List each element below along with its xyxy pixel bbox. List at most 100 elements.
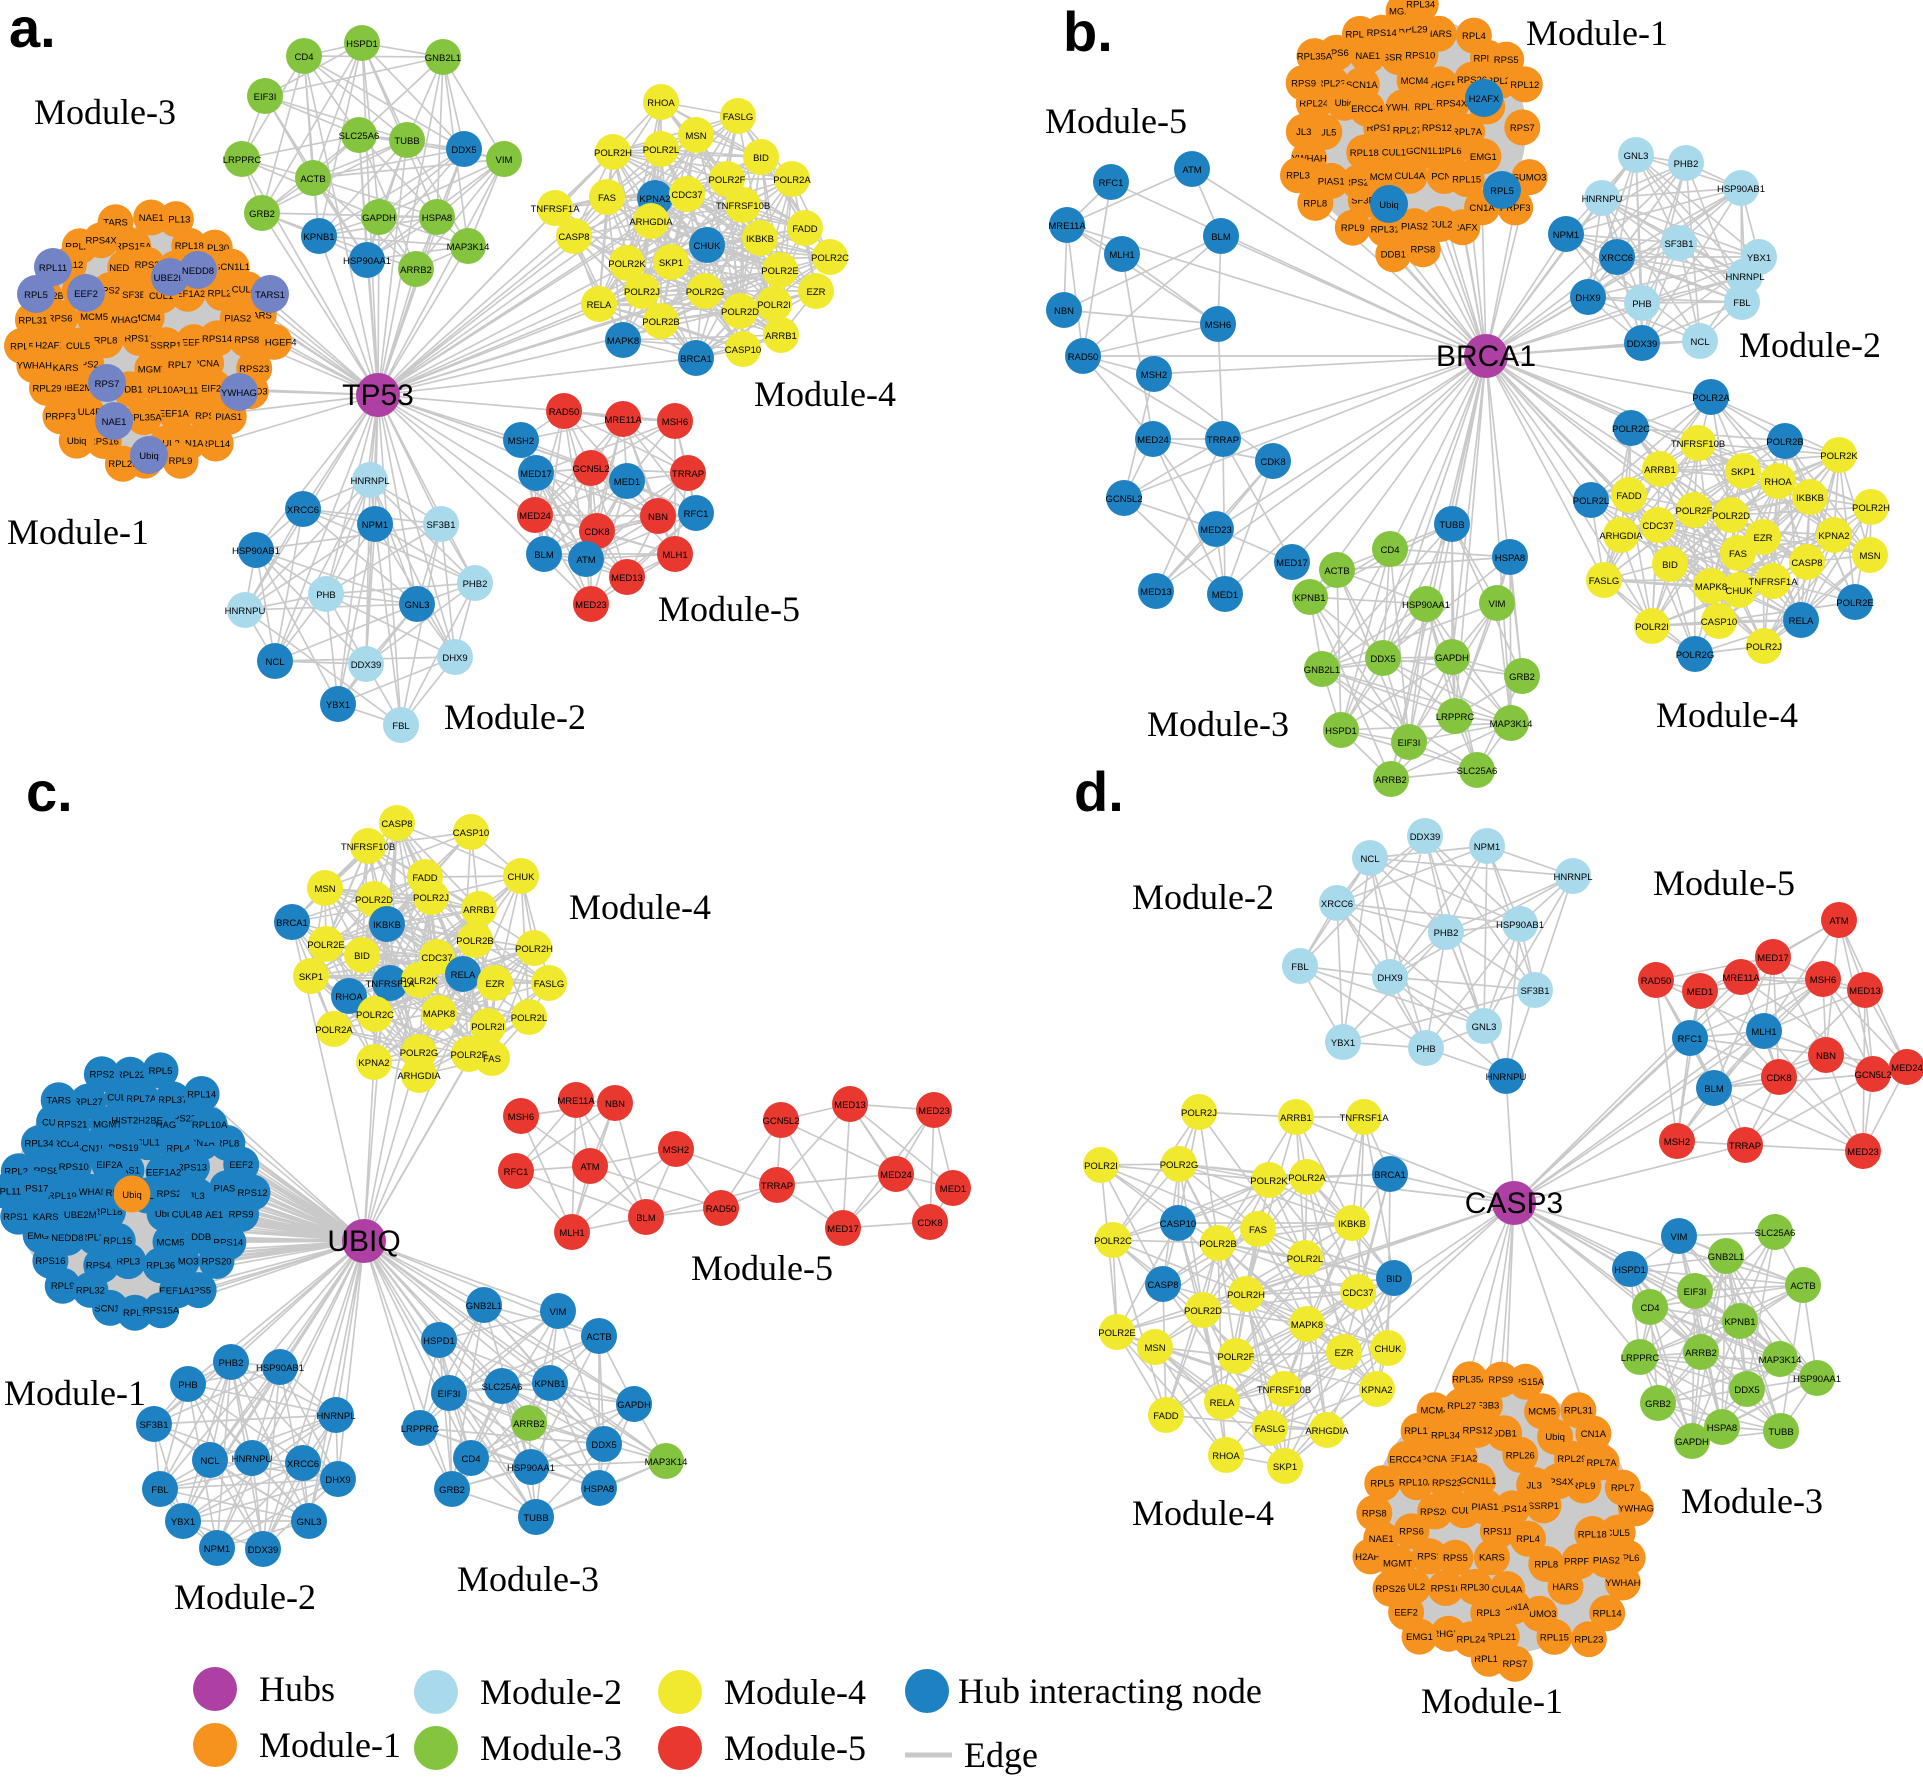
svg-text:POLR2A: POLR2A xyxy=(773,175,811,186)
svg-text:PIAS2: PIAS2 xyxy=(214,1184,241,1195)
svg-text:RPL3: RPL3 xyxy=(1476,1608,1500,1619)
svg-text:POLR2A: POLR2A xyxy=(1692,393,1730,404)
svg-text:LRPPRC: LRPPRC xyxy=(1621,1353,1660,1364)
svg-text:FASLG: FASLG xyxy=(1255,1424,1286,1435)
svg-text:Ubiq: Ubiq xyxy=(1545,1432,1565,1443)
svg-text:ATM: ATM xyxy=(580,1162,599,1173)
svg-text:RPS4X: RPS4X xyxy=(86,236,118,247)
svg-text:ARRB1: ARRB1 xyxy=(765,331,797,342)
svg-text:RPL3: RPL3 xyxy=(1286,171,1310,182)
svg-text:PHB: PHB xyxy=(1416,1044,1436,1055)
svg-text:RPL29: RPL29 xyxy=(1557,1454,1586,1465)
svg-text:ARRB1: ARRB1 xyxy=(1280,1113,1312,1124)
svg-text:MSN: MSN xyxy=(314,884,335,895)
svg-text:CUL5: CUL5 xyxy=(42,1117,66,1128)
svg-text:MCM5: MCM5 xyxy=(80,312,108,323)
svg-text:RPL8: RPL8 xyxy=(216,1138,240,1149)
svg-text:TNFRSF10B: TNFRSF10B xyxy=(1257,1385,1311,1396)
svg-text:EIF2A: EIF2A xyxy=(201,383,228,394)
svg-text:Module-1: Module-1 xyxy=(7,512,149,552)
svg-text:GCN5L2: GCN5L2 xyxy=(1855,1070,1892,1081)
svg-text:RELA: RELA xyxy=(1210,1398,1235,1409)
svg-text:RHOA: RHOA xyxy=(335,992,363,1003)
svg-text:MED17: MED17 xyxy=(520,469,552,480)
svg-text:UBIQ: UBIQ xyxy=(327,1225,400,1258)
svg-text:RPL11: RPL11 xyxy=(39,263,67,274)
svg-text:LRPPRC: LRPPRC xyxy=(223,155,262,166)
svg-text:XRCC6: XRCC6 xyxy=(287,1459,319,1470)
svg-text:EEF2: EEF2 xyxy=(1394,1608,1418,1619)
svg-text:MAPK8: MAPK8 xyxy=(607,336,639,347)
svg-text:BLM: BLM xyxy=(636,1213,656,1224)
svg-text:POLR2A: POLR2A xyxy=(1288,1173,1326,1184)
svg-text:FASLG: FASLG xyxy=(723,112,754,123)
svg-text:RPL34: RPL34 xyxy=(1431,1430,1460,1441)
svg-text:RPS6: RPS6 xyxy=(48,313,73,324)
svg-text:CUL4B: CUL4B xyxy=(172,1210,203,1221)
svg-text:RPL7: RPL7 xyxy=(168,360,192,371)
svg-text:GNL3: GNL3 xyxy=(297,1517,322,1528)
svg-text:RPS5: RPS5 xyxy=(186,1286,211,1297)
svg-text:KPNA2: KPNA2 xyxy=(1361,1385,1392,1396)
svg-text:YWHAG: YWHAG xyxy=(140,1120,176,1131)
svg-text:NEDD8: NEDD8 xyxy=(109,263,141,274)
svg-text:GNL3: GNL3 xyxy=(1472,1022,1497,1033)
svg-text:ARRB2: ARRB2 xyxy=(1375,775,1407,786)
svg-text:MGMT: MGMT xyxy=(93,1120,122,1131)
svg-text:TARS: TARS xyxy=(46,1096,71,1107)
svg-text:Module-5: Module-5 xyxy=(1653,863,1795,903)
svg-text:CUL5: CUL5 xyxy=(1312,127,1336,138)
svg-text:HNRNPL: HNRNPL xyxy=(350,476,389,487)
svg-text:PIAS1: PIAS1 xyxy=(113,1166,140,1177)
svg-text:Module-3: Module-3 xyxy=(34,92,176,132)
svg-text:KARS: KARS xyxy=(1479,1553,1505,1564)
svg-text:POLR2K: POLR2K xyxy=(1820,451,1858,462)
svg-text:POLR2L: POLR2L xyxy=(643,145,679,156)
svg-text:MED13: MED13 xyxy=(611,573,643,584)
svg-text:TNFRSF1A: TNFRSF1A xyxy=(530,204,580,215)
svg-text:XRCC6: XRCC6 xyxy=(287,505,319,516)
svg-text:RPL9: RPL9 xyxy=(1572,1481,1596,1492)
svg-text:RPL31: RPL31 xyxy=(1564,1406,1593,1417)
svg-text:SSRP1: SSRP1 xyxy=(150,341,181,352)
svg-text:IKBKB: IKBKB xyxy=(373,920,401,931)
svg-text:RPS4X: RPS4X xyxy=(1436,99,1468,110)
svg-text:CUL5: CUL5 xyxy=(1606,1528,1630,1539)
svg-text:RPS23: RPS23 xyxy=(166,1114,196,1125)
svg-text:YBX1: YBX1 xyxy=(171,1517,195,1528)
svg-text:HSPA8: HSPA8 xyxy=(1495,553,1525,564)
svg-text:DDX5: DDX5 xyxy=(1734,1385,1759,1396)
svg-text:RPL34: RPL34 xyxy=(24,1139,53,1150)
svg-text:MLH1: MLH1 xyxy=(662,550,687,561)
svg-text:NBN: NBN xyxy=(1054,306,1074,317)
svg-text:DDX5: DDX5 xyxy=(591,1440,616,1451)
svg-text:RPL26: RPL26 xyxy=(1473,53,1502,64)
svg-text:PHB: PHB xyxy=(316,590,336,601)
svg-text:CASP8: CASP8 xyxy=(1147,1280,1178,1291)
svg-text:TUBB: TUBB xyxy=(523,1513,548,1524)
svg-text:FAS: FAS xyxy=(483,1054,501,1065)
svg-text:RPL29: RPL29 xyxy=(1398,25,1427,36)
svg-text:POLR2I: POLR2I xyxy=(757,300,791,311)
svg-text:SF3B1: SF3B1 xyxy=(426,520,455,531)
svg-text:ARHGDIA: ARHGDIA xyxy=(629,217,673,228)
svg-text:SF3B3: SF3B3 xyxy=(122,290,151,301)
svg-text:RHOA: RHOA xyxy=(647,98,675,109)
svg-text:RPL14: RPL14 xyxy=(201,439,230,450)
svg-text:BRCA1: BRCA1 xyxy=(680,354,712,365)
svg-text:HARS: HARS xyxy=(1552,1582,1578,1593)
svg-text:RPL31: RPL31 xyxy=(18,315,47,326)
svg-text:Module-2: Module-2 xyxy=(480,1672,622,1712)
svg-text:PHB2: PHB2 xyxy=(1434,928,1459,939)
svg-text:GAPDH: GAPDH xyxy=(617,1400,651,1411)
svg-text:POLR2K: POLR2K xyxy=(608,259,646,270)
svg-text:MRE11A: MRE11A xyxy=(557,1096,595,1107)
svg-text:Module-2: Module-2 xyxy=(1132,877,1274,917)
svg-text:RPS12: RPS12 xyxy=(1463,1425,1493,1436)
svg-text:PIAS1: PIAS1 xyxy=(215,412,242,423)
svg-text:MCM4: MCM4 xyxy=(1401,76,1429,87)
svg-text:RPS2: RPS2 xyxy=(74,360,99,371)
svg-text:CDC37: CDC37 xyxy=(1642,521,1673,532)
svg-text:YWHAG: YWHAG xyxy=(221,388,257,399)
svg-text:EMG1: EMG1 xyxy=(27,1231,54,1242)
